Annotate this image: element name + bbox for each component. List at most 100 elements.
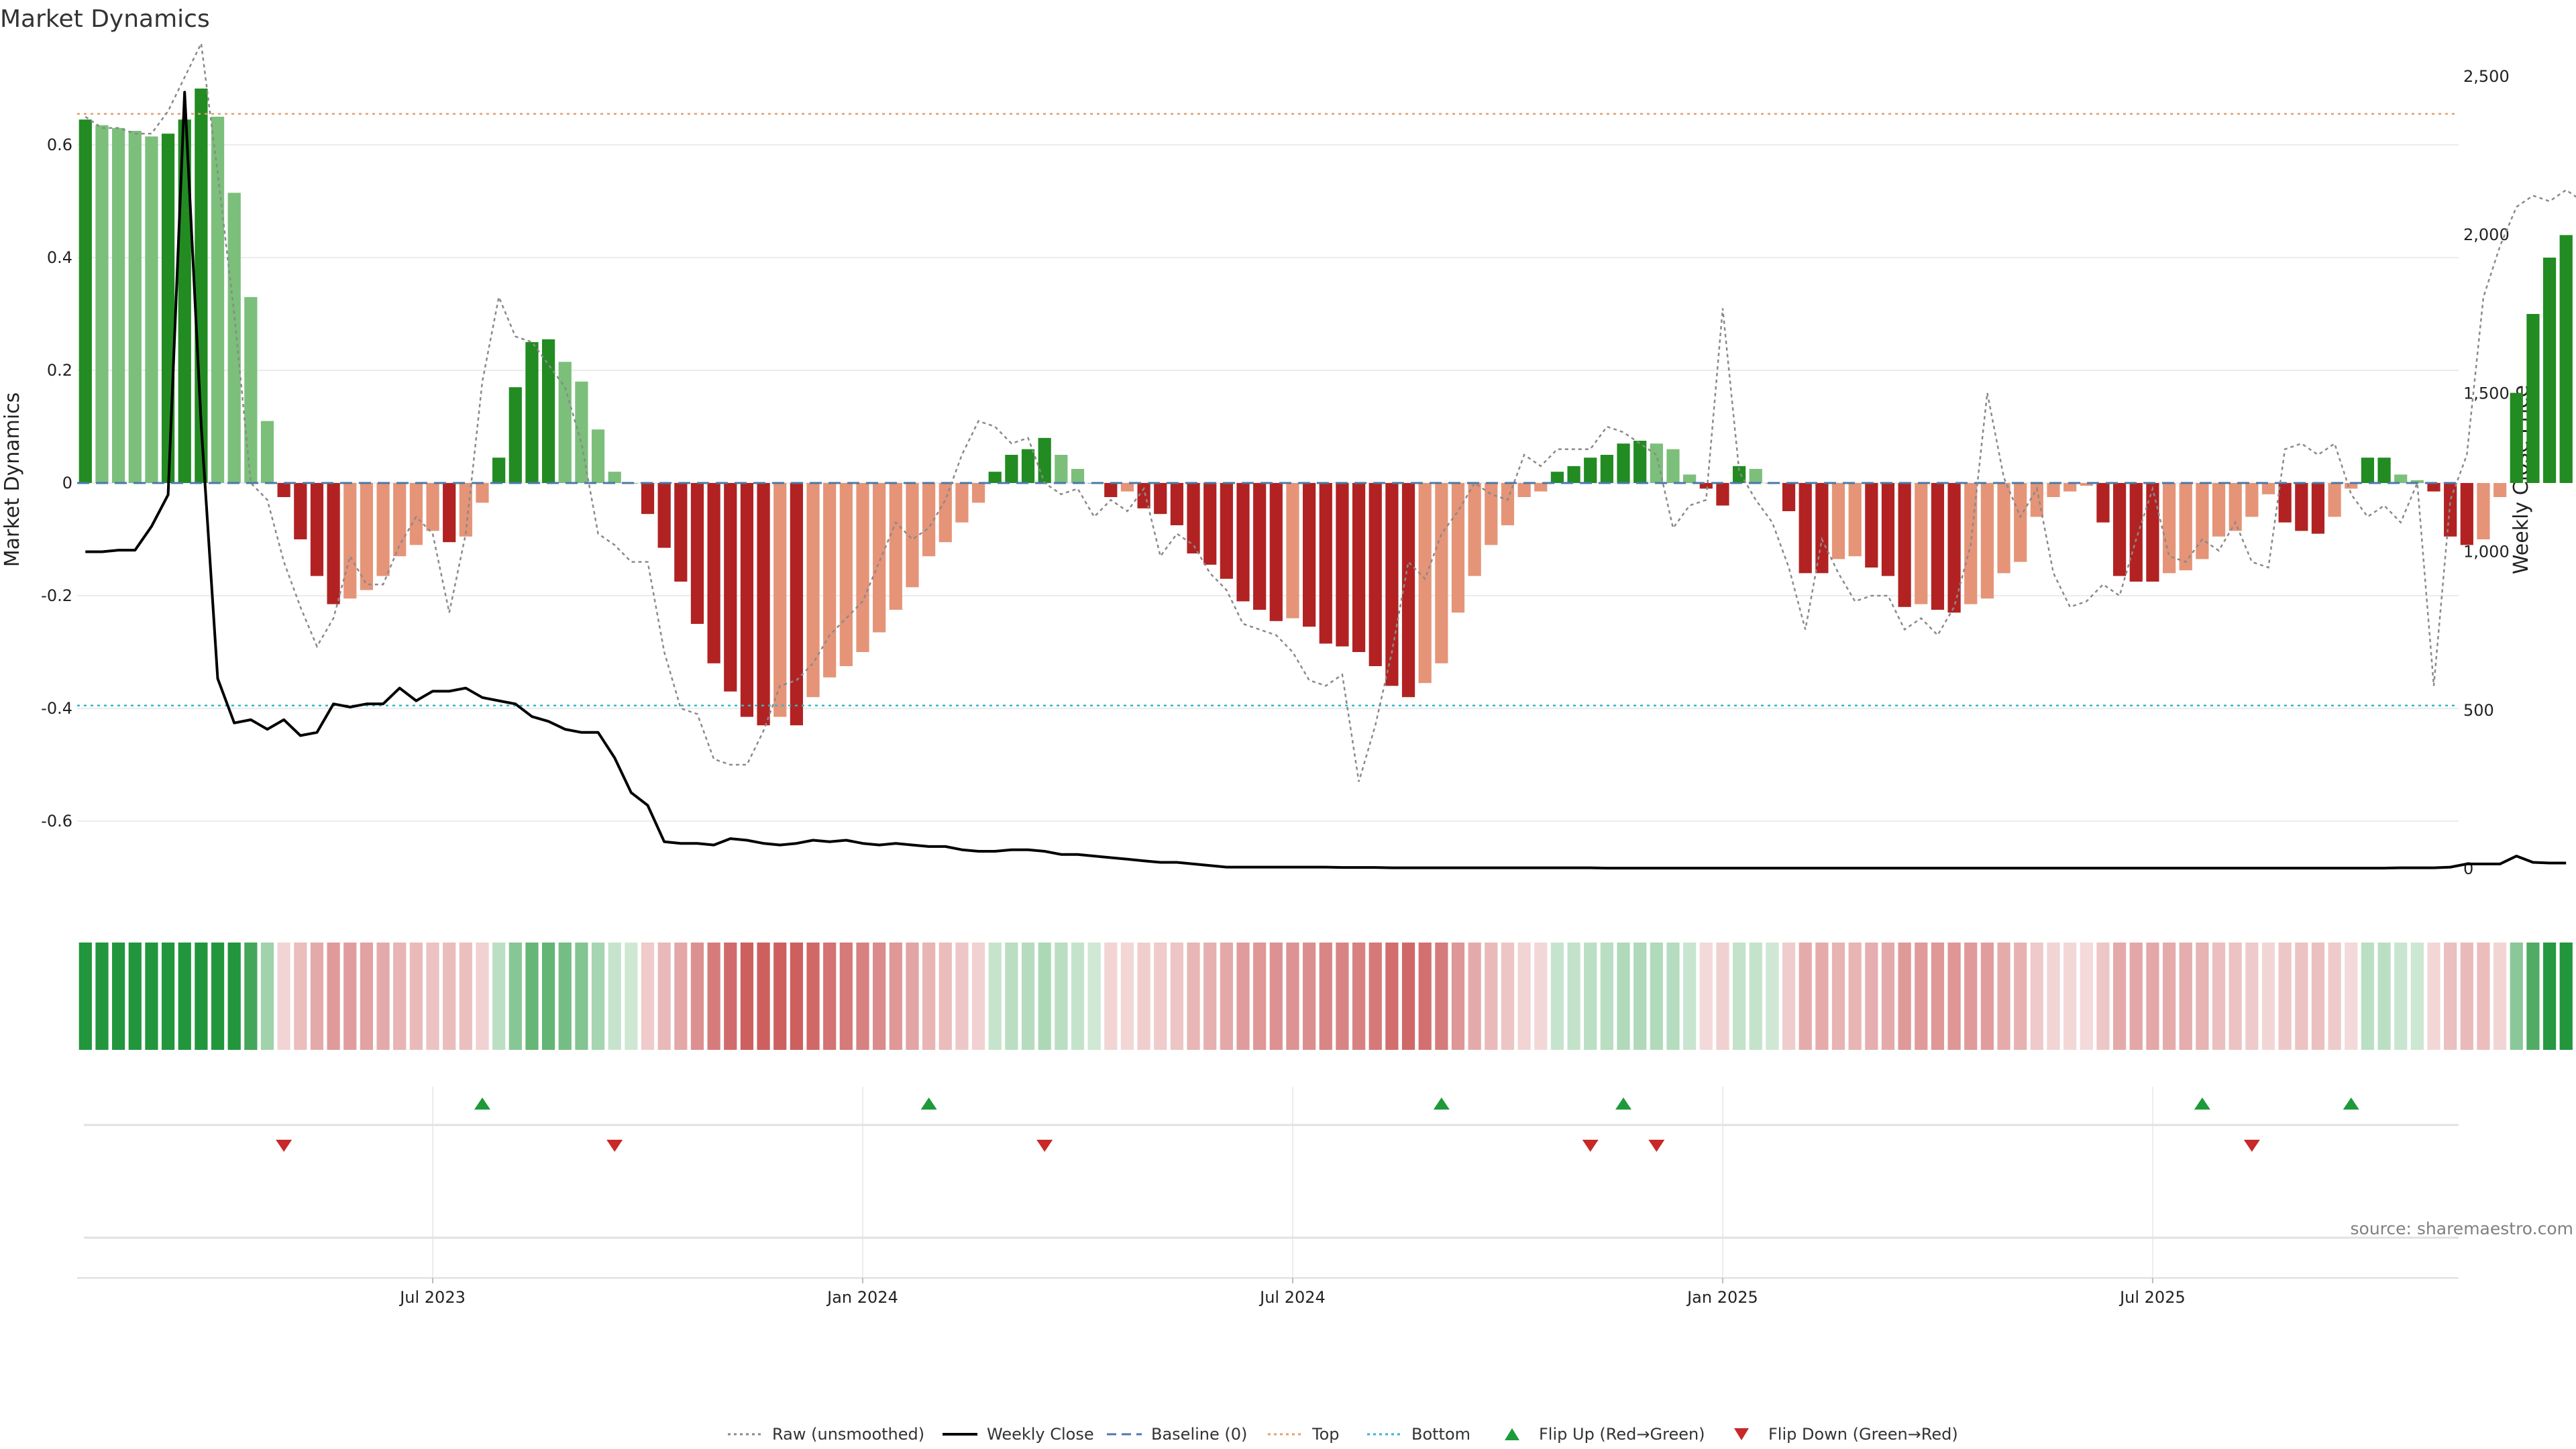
heat-cell <box>608 943 621 1050</box>
momentum-bar <box>393 483 407 557</box>
heat-cell <box>1435 943 1448 1050</box>
momentum-bar <box>2278 483 2292 523</box>
y-left-tick-label: 0.2 <box>47 361 72 380</box>
flip-up-marker <box>1433 1097 1450 1110</box>
heat-cell <box>2345 943 2358 1050</box>
momentum-bar <box>1683 474 1697 483</box>
heat-cell <box>2014 943 2027 1050</box>
flip-up-marker <box>2194 1097 2210 1110</box>
momentum-bar <box>1980 483 1994 599</box>
legend-item: Raw (unsmoothed) <box>728 1425 924 1444</box>
momentum-bar <box>2096 483 2110 523</box>
momentum-bar <box>1633 441 1647 483</box>
flip-markers <box>276 1097 2359 1152</box>
heat-cell <box>1485 943 1498 1050</box>
heat-cell <box>1766 943 1779 1050</box>
y-left-tick-label: -0.6 <box>41 812 72 830</box>
legend-label: Flip Down (Green→Red) <box>1768 1425 1958 1444</box>
momentum-bar <box>1749 469 1762 483</box>
heat-cell <box>426 943 439 1050</box>
momentum-bar <box>690 483 704 624</box>
legend-item: Baseline (0) <box>1107 1425 1247 1444</box>
flip-down-marker <box>276 1140 292 1152</box>
momentum-bar <box>112 127 125 484</box>
momentum-bar <box>608 472 621 483</box>
momentum-bar <box>1699 483 1713 489</box>
heat-cell <box>1187 943 1200 1050</box>
heat-cell <box>1865 943 1878 1050</box>
heat-cell <box>459 943 472 1050</box>
momentum-bar <box>1303 483 1316 627</box>
heat-cell <box>591 943 605 1050</box>
heat-cell <box>2377 943 2391 1050</box>
heat-cell <box>1666 943 1680 1050</box>
momentum-bar <box>1666 449 1680 483</box>
heat-cell <box>922 943 936 1050</box>
momentum-bar <box>1947 483 1961 613</box>
legend-label: Top <box>1311 1425 1340 1444</box>
heat-cell <box>1501 943 1515 1050</box>
heat-cell <box>195 943 208 1050</box>
momentum-bar <box>823 483 837 678</box>
momentum-bar <box>1055 455 1068 483</box>
heat-cell <box>740 943 754 1050</box>
heat-cell <box>492 943 506 1050</box>
legend-label: Raw (unsmoothed) <box>772 1425 924 1444</box>
heat-cell <box>1021 943 1035 1050</box>
y-right-tick-label: 500 <box>2463 701 2494 720</box>
heat-cell <box>1352 943 1366 1050</box>
legend: Raw (unsmoothed) Weekly Close Baseline (0)… <box>728 1425 1958 1444</box>
heat-cell <box>78 943 92 1050</box>
momentum-bar <box>145 136 158 483</box>
momentum-bar <box>1584 458 1597 483</box>
y-right-tick-label: 2,500 <box>2463 67 2510 86</box>
momentum-bar <box>1352 483 1366 652</box>
heat-cell <box>2229 943 2242 1050</box>
momentum-bar <box>740 483 754 717</box>
heat-cell <box>2030 943 2043 1050</box>
momentum-bar <box>310 483 324 576</box>
heat-cell <box>1534 943 1548 1050</box>
heat-cell <box>1567 943 1580 1050</box>
heat-cell <box>790 943 804 1050</box>
momentum-bar <box>1021 449 1035 483</box>
heat-cell <box>1220 943 1233 1050</box>
heat-cell <box>2278 943 2292 1050</box>
heat-cell <box>277 943 290 1050</box>
heat-cell <box>2460 943 2473 1050</box>
momentum-bar <box>1782 483 1796 511</box>
heat-cell <box>2477 943 2490 1050</box>
momentum-bar <box>1898 483 1911 607</box>
momentum-bar <box>1269 483 1283 621</box>
heat-cell <box>409 943 423 1050</box>
y-left-tick-label: -0.4 <box>41 699 72 718</box>
momentum-bar <box>2377 458 2391 483</box>
heat-cell <box>2146 943 2159 1050</box>
momentum-bar <box>508 387 522 483</box>
momentum-bar <box>1799 483 1812 574</box>
heat-cell <box>1137 943 1150 1050</box>
momentum-bar <box>1071 469 1085 483</box>
legend-item: Bottom <box>1367 1425 1470 1444</box>
momentum-bar <box>360 483 374 590</box>
heat-cell <box>476 943 489 1050</box>
heat-cell <box>674 943 688 1050</box>
momentum-bar <box>2345 483 2358 489</box>
heat-cell <box>1898 943 1911 1050</box>
momentum-bar <box>2477 483 2490 539</box>
heat-cell <box>724 943 737 1050</box>
heat-cell <box>641 943 655 1050</box>
heat-cell <box>575 943 588 1050</box>
momentum-bar <box>426 483 439 531</box>
momentum-bar <box>1501 483 1515 525</box>
momentum-bar <box>2328 483 2341 517</box>
heat-cell <box>1947 943 1961 1050</box>
heat-cell <box>1732 943 1746 1050</box>
momentum-bar <box>1931 483 1945 610</box>
momentum-bar <box>1203 483 1217 565</box>
heat-cell <box>360 943 374 1050</box>
heat-cell <box>260 943 274 1050</box>
x-axis-ticks: Jul 2023 Jan 2024 Jul 2024 Jan 2025 Jul 2025 <box>398 1278 2186 1307</box>
heat-cell <box>657 943 671 1050</box>
momentum-bar <box>1865 483 1878 568</box>
